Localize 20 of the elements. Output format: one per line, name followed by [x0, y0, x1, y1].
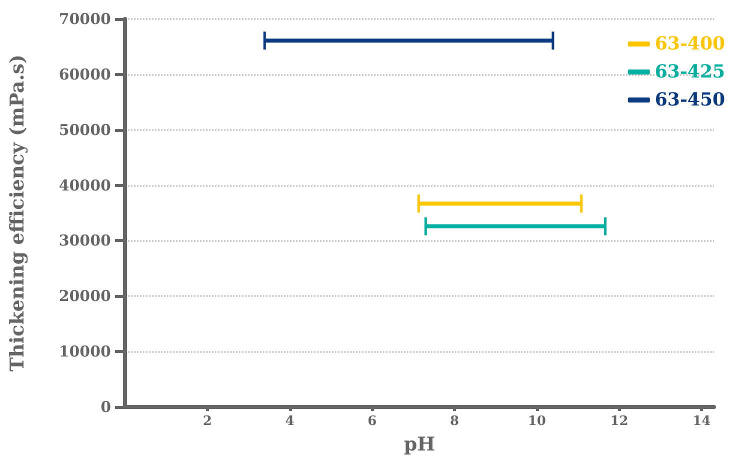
x-tick-label: 6	[368, 414, 377, 429]
y-tick-label: 0	[100, 398, 111, 416]
y-tick-label: 20000	[58, 287, 111, 306]
legend-label: 63-400	[654, 34, 725, 54]
x-tick-label: 12	[610, 414, 628, 429]
y-tick-label: 40000	[58, 176, 111, 194]
legend-label: 63-425	[654, 62, 725, 82]
x-tick-label: 10	[528, 414, 546, 429]
y-tick-label: 50000	[58, 120, 111, 139]
x-tick-label: 4	[285, 414, 294, 429]
x-tick-label: 8	[450, 414, 460, 429]
legend-label: 63-450	[654, 90, 725, 110]
x-tick-label: 14	[692, 414, 711, 429]
y-tick-label: 30000	[58, 232, 111, 250]
x-axis-title: pH	[404, 434, 436, 456]
y-tick-label: 70000	[58, 10, 111, 28]
y-axis-title: Thickening efficiency (mPa.s)	[6, 54, 28, 372]
y-tick-label: 10000	[58, 342, 111, 361]
y-tick-label: 60000	[58, 65, 111, 84]
x-tick-label: 2	[202, 414, 212, 429]
